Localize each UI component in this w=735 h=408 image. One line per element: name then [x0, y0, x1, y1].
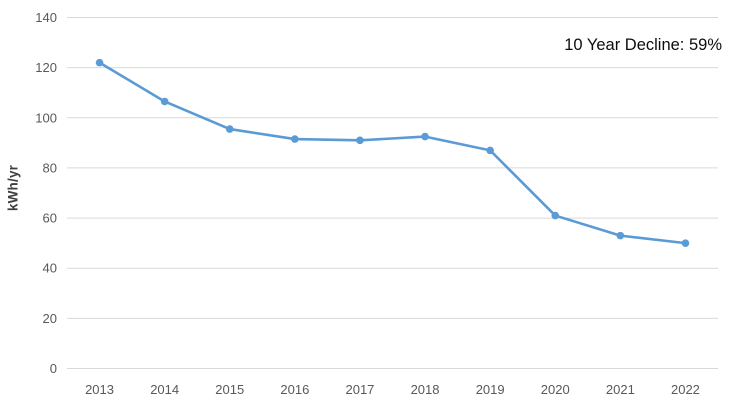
x-tick-label: 2015 [215, 382, 244, 397]
data-point-2017 [356, 136, 364, 145]
x-tick-label: 2014 [150, 382, 179, 397]
data-point-2013 [95, 58, 104, 67]
y-tick-label: 100 [35, 110, 57, 125]
annotation-text: 10 Year Decline: 59% [564, 36, 722, 54]
x-tick-label: 2019 [476, 382, 505, 397]
data-point-2022 [681, 239, 690, 247]
data-point-2015 [225, 125, 234, 133]
x-tick-label: 2017 [345, 382, 374, 397]
y-tick-label: 60 [43, 211, 57, 226]
y-tick-label: 120 [35, 60, 57, 75]
y-tick-label: 20 [43, 311, 57, 326]
data-point-2016 [291, 135, 299, 143]
x-tick-label: 2020 [541, 382, 570, 397]
x-tick-label: 2018 [411, 382, 440, 397]
y-axis-title: kWh/yr [5, 164, 21, 212]
data-point-2014 [160, 97, 169, 106]
y-tick-label: 80 [43, 160, 57, 175]
data-point-2019 [486, 146, 494, 155]
data-point-2020 [551, 211, 560, 220]
x-tick-label: 2016 [280, 382, 309, 397]
data-point-2018 [421, 132, 429, 141]
data-line [98, 61, 687, 245]
x-tick-label: 2022 [671, 382, 700, 397]
y-tick-label: 0 [50, 361, 57, 376]
x-tick-label: 2021 [606, 382, 635, 397]
data-point-2021 [616, 231, 625, 240]
x-tick-label: 2013 [85, 382, 114, 397]
y-tick-label: 140 [35, 10, 57, 25]
y-tick-label: 40 [43, 261, 57, 276]
